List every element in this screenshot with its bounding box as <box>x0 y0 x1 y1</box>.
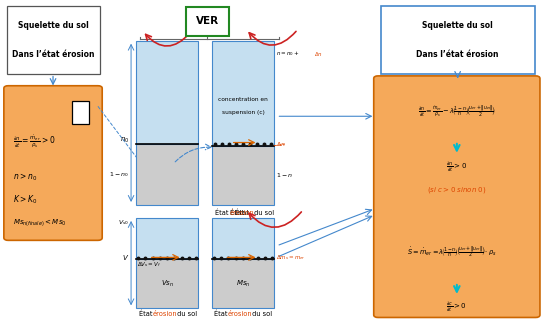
Text: État: État <box>229 210 246 216</box>
Text: $V$: $V$ <box>122 253 129 262</box>
FancyBboxPatch shape <box>4 86 102 240</box>
Text: Squelette du sol: Squelette du sol <box>18 21 89 30</box>
FancyBboxPatch shape <box>6 6 100 73</box>
FancyBboxPatch shape <box>136 144 198 205</box>
Text: $\frac{\partial c}{\partial t} > 0$: $\frac{\partial c}{\partial t} > 0$ <box>446 300 467 313</box>
FancyBboxPatch shape <box>212 41 274 146</box>
Text: État: État <box>235 210 251 216</box>
Text: suspension (c): suspension (c) <box>222 111 265 116</box>
Text: État: État <box>139 311 155 317</box>
Text: du sol: du sol <box>175 311 197 317</box>
FancyBboxPatch shape <box>374 76 540 317</box>
Text: $K > K_0$: $K > K_0$ <box>14 194 38 206</box>
Text: $Ms_{n(finale)} < Ms_0$: $Ms_{n(finale)} < Ms_0$ <box>14 217 67 228</box>
FancyBboxPatch shape <box>212 218 274 259</box>
Text: concentration en: concentration en <box>218 97 268 102</box>
Text: $n=n_0+$: $n=n_0+$ <box>276 49 300 58</box>
Text: $n > n_0$: $n > n_0$ <box>14 171 38 183</box>
Text: $(si\ c>0\ sinon\ 0)$: $(si\ c>0\ sinon\ 0)$ <box>427 185 486 195</box>
Text: $\frac{\partial n}{\partial t} = \frac{\dot{m}_{er}}{\rho_s} > 0$: $\frac{\partial n}{\partial t} = \frac{\… <box>14 132 56 150</box>
Text: érosion: érosion <box>153 311 177 317</box>
FancyBboxPatch shape <box>212 259 274 308</box>
FancyBboxPatch shape <box>212 146 274 205</box>
Text: $V_{s0}$: $V_{s0}$ <box>118 218 129 227</box>
Text: $\Delta n$: $\Delta n$ <box>276 140 286 148</box>
Text: $\frac{\partial n}{\partial t} > 0$: $\frac{\partial n}{\partial t} > 0$ <box>446 160 467 174</box>
Text: $\Delta m_s = m_{er}$: $\Delta m_s = m_{er}$ <box>276 253 306 262</box>
Text: $Ms_n$: $Ms_n$ <box>236 279 250 289</box>
Text: VER: VER <box>196 17 219 26</box>
Text: érosion: érosion <box>230 210 255 216</box>
FancyBboxPatch shape <box>136 259 198 308</box>
FancyBboxPatch shape <box>136 41 198 144</box>
Text: $\dot{S} = \dot{m}_{er} = \lambda\!\left(\!\frac{1-n}{n}\!\right)\!\left(\!\frac: $\dot{S} = \dot{m}_{er} = \lambda\!\left… <box>407 245 497 260</box>
Text: $\Delta V_s = V_f$: $\Delta V_s = V_f$ <box>137 260 162 269</box>
Text: du sol: du sol <box>252 210 274 216</box>
Text: $Vs_n$: $Vs_n$ <box>161 279 174 289</box>
Text: Dans l’état érosion: Dans l’état érosion <box>12 50 95 59</box>
Text: $n_0$: $n_0$ <box>120 136 129 145</box>
Text: Dans l’état érosion: Dans l’état érosion <box>417 50 499 59</box>
Text: $1-n_0$: $1-n_0$ <box>109 170 129 179</box>
FancyBboxPatch shape <box>72 102 89 124</box>
Text: État: État <box>214 311 229 317</box>
FancyBboxPatch shape <box>136 218 198 259</box>
Text: Squelette du sol: Squelette du sol <box>423 21 493 30</box>
Text: $1-n$: $1-n$ <box>276 171 294 179</box>
FancyBboxPatch shape <box>381 6 535 73</box>
Text: érosion: érosion <box>228 311 253 317</box>
Text: du sol: du sol <box>250 311 272 317</box>
Text: $\Delta n$: $\Delta n$ <box>314 50 323 58</box>
Text: État: État <box>215 210 230 216</box>
FancyBboxPatch shape <box>186 7 229 36</box>
Text: $\frac{\partial n}{\partial t} = \frac{\dot{m}_{er}}{\rho_s} - \lambda\!\left(\!: $\frac{\partial n}{\partial t} = \frac{\… <box>418 103 496 119</box>
